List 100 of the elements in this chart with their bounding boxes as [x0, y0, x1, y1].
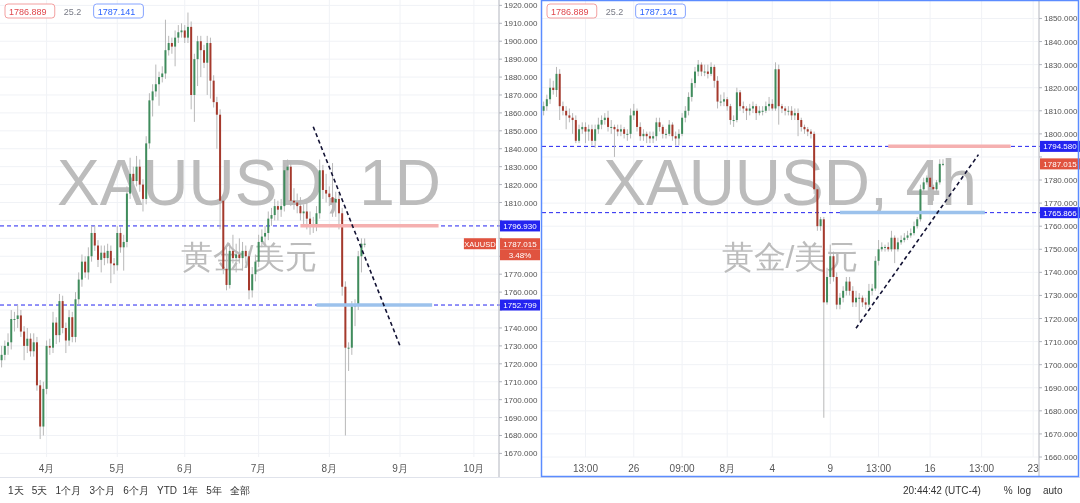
x-tick-label: 4	[769, 463, 776, 474]
text: 1787.015	[1043, 159, 1078, 169]
candlestick	[26, 327, 29, 354]
y-tick-label: 1910.000	[504, 19, 538, 29]
candlestick	[607, 110, 610, 133]
candlestick	[203, 44, 206, 69]
x-tick-label: 4月	[38, 463, 55, 474]
candlestick	[584, 121, 587, 144]
y-tick-label: 1720.000	[1044, 314, 1078, 324]
x-tick-label: 13:00	[969, 463, 995, 474]
x-tick-label: 13:00	[572, 463, 599, 474]
candlestick	[29, 332, 32, 358]
x-tick-label: 5月	[109, 463, 126, 474]
x-tick-label: 26	[628, 463, 640, 474]
y-tick-label: 1900.000	[504, 37, 538, 47]
y-tick-label: 1730.000	[1044, 291, 1078, 301]
candlestick	[665, 128, 667, 139]
annotation: 1786.889	[9, 6, 47, 17]
y-tick-label: 1800.000	[1044, 129, 1078, 139]
ref-line-label: 1794.580	[1043, 142, 1078, 152]
candlestick	[896, 237, 899, 253]
candlestick	[119, 227, 122, 254]
annotation: 1787.141	[97, 6, 136, 17]
text: 3个月	[89, 485, 115, 496]
candlestick	[71, 311, 74, 343]
candlestick	[87, 246, 90, 281]
y-tick-label: 1920.000	[504, 1, 538, 11]
y-tick-label: 1860.000	[504, 108, 538, 118]
candlestick	[0, 345, 3, 368]
y-tick-label: 1820.000	[504, 180, 538, 190]
text: 6个月	[123, 485, 149, 496]
candlestick	[199, 35, 202, 78]
candlestick	[893, 234, 896, 264]
candlestick	[629, 107, 632, 139]
candlestick	[206, 35, 209, 96]
candlestick	[158, 71, 161, 107]
candlestick	[913, 221, 915, 236]
y-tick-label: 1710.000	[1044, 337, 1078, 347]
x-tick-label: 8月	[719, 463, 735, 474]
candlestick	[174, 29, 177, 67]
candlestick	[884, 244, 887, 253]
ref-line-label: 1796.930	[503, 221, 538, 231]
y-tick-label: 1820.000	[1044, 83, 1078, 93]
candlestick	[851, 285, 854, 308]
y-tick-label: 1850.000	[1044, 14, 1078, 24]
y-tick-label: 1890.000	[504, 55, 538, 65]
candlestick	[671, 121, 674, 142]
x-tick-label: 8月	[321, 463, 338, 474]
annotation: 1786.889	[551, 6, 589, 17]
candlestick	[636, 107, 639, 133]
candlestick	[100, 245, 103, 273]
candlestick	[710, 61, 713, 77]
candlestick	[713, 64, 716, 89]
x-tick-label: 6月	[176, 463, 193, 474]
y-tick-label: 1750.000	[1044, 245, 1078, 255]
text: 1年	[182, 485, 198, 496]
y-tick-label: 1760.000	[1044, 222, 1078, 232]
y-tick-label: 1660.000	[1044, 453, 1078, 462]
y-tick-label: 1740.000	[504, 323, 538, 333]
annotation: 25.2	[605, 6, 624, 17]
candlestick	[55, 316, 58, 345]
x-tick-label: 13:00	[866, 463, 892, 474]
text: auto	[1043, 485, 1063, 496]
text: log	[1017, 485, 1031, 496]
y-tick-label: 1680.000	[1044, 406, 1078, 416]
candlestick	[180, 22, 183, 39]
candlestick	[32, 332, 35, 358]
y-tick-label: 1810.000	[1044, 106, 1078, 116]
y-tick-label: 1700.000	[504, 395, 538, 405]
text: 1个月	[55, 485, 82, 496]
candlestick	[626, 128, 629, 142]
y-tick-label: 1720.000	[504, 359, 538, 369]
candlestick	[716, 75, 719, 109]
y-tick-label: 1880.000	[504, 73, 538, 83]
text: 全部	[230, 485, 250, 496]
x-tick-label: 09:00	[669, 463, 696, 474]
y-tick-label: 1770.000	[1044, 199, 1078, 209]
y-tick-label: 1760.000	[504, 288, 538, 298]
candlestick	[109, 245, 112, 284]
candlestick	[574, 114, 577, 144]
x-tick-label: 10月	[463, 463, 485, 474]
y-tick-label: 1690.000	[504, 413, 538, 423]
candlestick	[890, 230, 893, 253]
annotation: 25.2	[63, 6, 82, 17]
y-tick-label: 1810.000	[504, 198, 538, 208]
y-tick-label: 1670.000	[504, 449, 538, 459]
candlestick	[103, 245, 106, 266]
y-tick-label: 1690.000	[1044, 383, 1078, 393]
text: 1天	[8, 485, 24, 496]
x-tick-label: 9	[827, 463, 834, 474]
candlestick	[578, 124, 581, 144]
candlestick	[877, 239, 880, 266]
text: 5天	[31, 485, 48, 496]
text: 黄金/美元	[721, 239, 859, 275]
y-tick-label: 1870.000	[504, 90, 538, 100]
y-tick-label: 1850.000	[504, 126, 538, 136]
candlestick	[52, 311, 55, 354]
text: 5年	[206, 485, 222, 496]
x-tick-label: 23	[1027, 463, 1040, 474]
y-tick-label: 1780.000	[1044, 176, 1078, 186]
